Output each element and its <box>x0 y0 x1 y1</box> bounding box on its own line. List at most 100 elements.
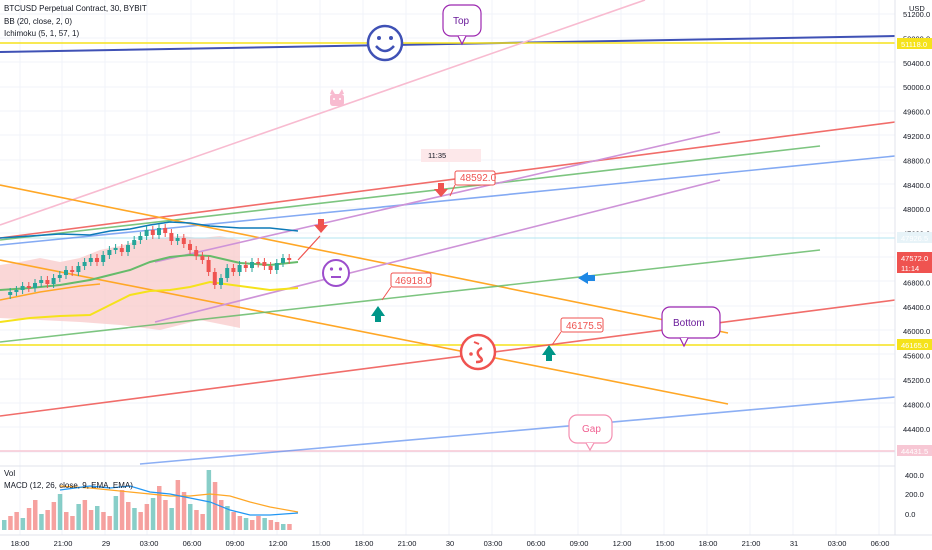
time-tick: 18:00 <box>355 539 374 548</box>
price-tick: 49600.0 <box>903 108 930 117</box>
volume-bar <box>107 516 112 530</box>
candle-body <box>181 238 186 244</box>
candle-body <box>243 265 248 268</box>
macd-legend[interactable]: MACD (12, 26, close, 9, EMA, EMA) <box>4 481 133 490</box>
vol-legend[interactable]: Vol <box>4 469 16 478</box>
price-tick: 48000.0 <box>903 205 930 214</box>
macd-tick: 400.0 <box>905 471 924 480</box>
candle-body <box>113 248 118 250</box>
price-tick: 44800.0 <box>903 400 930 409</box>
candle-body <box>268 266 273 270</box>
price-tick: 49200.0 <box>903 132 930 141</box>
volume-bar <box>101 512 106 530</box>
volume-bar <box>132 508 137 530</box>
candle-body <box>274 263 279 270</box>
candle-body <box>219 278 223 285</box>
volume-bar <box>8 516 13 530</box>
price-tag <box>897 232 932 243</box>
candle-body <box>169 233 174 241</box>
gap-bubble[interactable]: Gap <box>568 414 613 452</box>
macd-tick: 200.0 <box>905 490 924 499</box>
volume-bar <box>45 510 50 530</box>
volume-bar <box>206 470 212 530</box>
volume-bar <box>169 508 174 530</box>
trend-lines <box>0 0 896 465</box>
volume-bar <box>144 504 150 530</box>
candle-body <box>237 265 242 272</box>
volume-bar <box>231 512 236 530</box>
callout-price-3[interactable]: 46175.5 <box>551 317 604 346</box>
candle-body <box>14 290 19 292</box>
volume-bar <box>57 494 63 530</box>
price-tick: 48400.0 <box>903 181 930 190</box>
candle-body <box>281 258 285 263</box>
volume-bar <box>157 486 162 530</box>
bottom-bubble[interactable]: Bottom <box>661 306 721 348</box>
price-tick: 48800.0 <box>903 156 930 165</box>
candle-body <box>107 250 112 255</box>
volume-bar <box>225 506 230 530</box>
candle-body <box>88 258 93 262</box>
price-tag-label: 11:14 <box>901 264 919 273</box>
volume-bar <box>51 502 57 530</box>
candle-body <box>20 286 25 290</box>
grid-horizontal <box>0 13 895 453</box>
candlesticks[interactable] <box>8 224 292 299</box>
candle-body <box>101 255 106 262</box>
candle-body <box>256 262 261 264</box>
volume-bar <box>188 504 193 530</box>
candle-body <box>206 260 211 272</box>
time-tick: 18:00 <box>11 539 30 548</box>
price-tag <box>897 252 932 263</box>
volume-bar <box>268 520 274 530</box>
price-tick: 50400.0 <box>903 59 930 68</box>
candle-body <box>225 268 230 278</box>
price-tag <box>897 262 932 273</box>
price-tag-label: 44431.5 <box>901 447 928 456</box>
callout-price-2[interactable]: 46918.0 <box>381 272 432 301</box>
price-tick: 46800.0 <box>903 278 930 287</box>
candle-body <box>188 244 192 250</box>
price-tag <box>897 339 932 350</box>
candle-body <box>287 258 292 260</box>
callout-price-1-text: 48592.0 <box>460 173 497 184</box>
callout-price-2-text: 46918.0 <box>395 276 432 287</box>
volume-bar <box>14 512 19 530</box>
ichimoku-legend[interactable]: Ichimoku (5, 1, 57, 1) <box>4 29 80 38</box>
time-tick: 03:00 <box>828 539 847 548</box>
candle-body <box>231 268 236 272</box>
time-highlight-box <box>421 149 481 162</box>
volume-bar <box>274 522 280 530</box>
candle-body <box>95 258 99 262</box>
candle-body <box>26 286 31 288</box>
volume-bar <box>88 510 94 530</box>
gap-bubble-text: Gap <box>582 424 601 435</box>
bb-legend[interactable]: BB (20, close, 2, 0) <box>4 17 73 26</box>
callout-price-1[interactable]: 48592.0 <box>449 170 497 197</box>
price-tick: 45600.0 <box>903 352 930 361</box>
candle-body <box>163 228 168 233</box>
candle-body <box>82 262 87 266</box>
volume-bar <box>82 500 88 530</box>
top-bubble[interactable]: Top <box>442 4 482 46</box>
volume-bar <box>70 516 75 530</box>
arrow-left-icon <box>578 272 595 284</box>
time-tick: 03:00 <box>484 539 503 548</box>
volume-bar <box>163 500 168 530</box>
price-tag-label: 46165.0 <box>901 341 928 350</box>
time-axis-ticks[interactable]: 18:00 21:00 29 03:00 06:00 09:00 12:00 15:00 18:… <box>11 539 890 548</box>
candle-body <box>126 245 130 252</box>
volume-bar <box>20 518 26 530</box>
time-tick: 21:00 <box>54 539 73 548</box>
price-tick: 46400.0 <box>903 303 930 312</box>
volume-bar <box>287 524 292 530</box>
time-tick: 09:00 <box>570 539 589 548</box>
volume-bar <box>237 516 243 530</box>
symbol-title[interactable]: BTCUSD Perpetual Contract, 30, BYBIT <box>4 4 147 13</box>
time-tick: 21:00 <box>742 539 761 548</box>
time-tick: 30 <box>446 539 454 548</box>
volume-bar <box>119 490 125 530</box>
candle-body <box>45 280 50 284</box>
happy-face-icon <box>366 24 404 62</box>
